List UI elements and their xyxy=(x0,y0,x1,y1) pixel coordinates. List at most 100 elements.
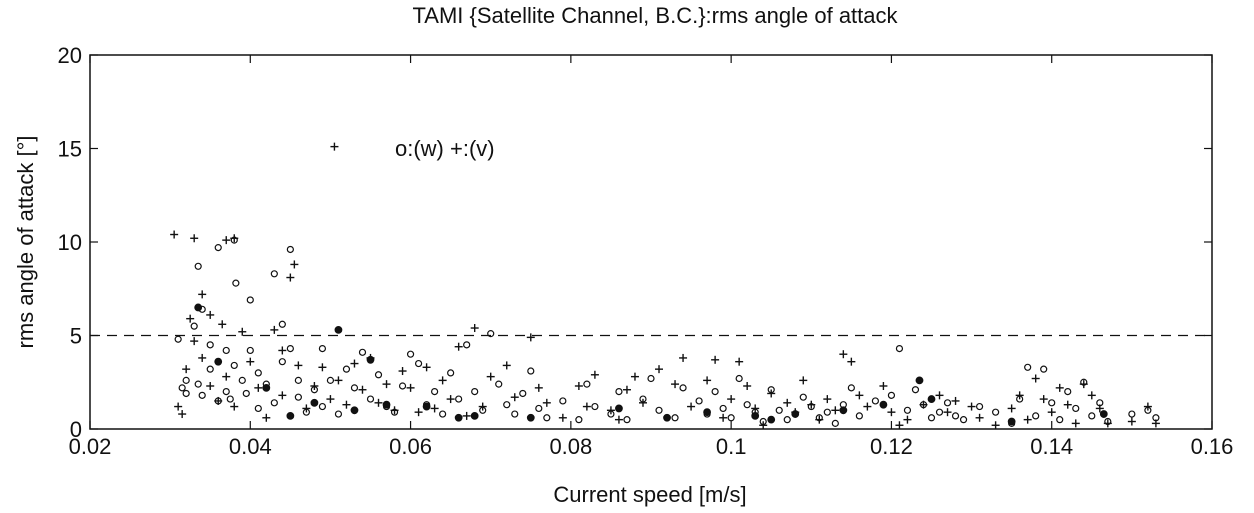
axis-ticks xyxy=(89,54,1213,430)
point-w xyxy=(1032,412,1040,420)
point-w xyxy=(406,350,415,358)
point-v xyxy=(743,381,752,390)
point-w xyxy=(519,389,527,398)
point-v xyxy=(486,372,495,381)
point-w xyxy=(206,365,214,373)
point-w-filled xyxy=(927,395,936,403)
point-w xyxy=(278,358,286,366)
point-v xyxy=(510,393,519,402)
point-w xyxy=(206,341,214,349)
point-v xyxy=(438,376,447,385)
point-v xyxy=(815,415,824,424)
point-v xyxy=(759,421,768,430)
point-v xyxy=(791,408,800,417)
point-v xyxy=(719,413,728,422)
point-w xyxy=(935,408,944,416)
point-w-filled xyxy=(703,408,711,417)
point-v xyxy=(671,380,680,389)
point-v xyxy=(462,411,471,420)
point-v xyxy=(290,260,299,269)
point-w-filled xyxy=(526,413,535,422)
x-tick-label: 0.1 xyxy=(716,434,747,459)
point-w-filled xyxy=(422,402,431,411)
point-w xyxy=(671,414,679,422)
point-v xyxy=(951,396,960,405)
point-w xyxy=(1128,410,1136,418)
x-tick-label: 0.14 xyxy=(1030,434,1073,459)
point-v xyxy=(326,395,335,404)
point-v xyxy=(1063,400,1072,409)
point-v xyxy=(1055,383,1064,392)
point-v xyxy=(1079,380,1088,389)
point-w xyxy=(270,270,278,278)
point-w xyxy=(439,410,447,418)
point-v xyxy=(655,365,664,374)
point-v xyxy=(1039,395,1048,404)
x-tick-label: 0.08 xyxy=(549,434,592,459)
point-v xyxy=(582,402,591,411)
point-w xyxy=(198,391,206,399)
point-v xyxy=(919,400,928,409)
point-v xyxy=(270,325,279,334)
point-w xyxy=(254,404,262,413)
point-v xyxy=(1047,408,1056,417)
point-w-filled xyxy=(310,398,319,407)
point-w xyxy=(831,419,839,427)
point-v xyxy=(502,361,511,370)
point-v xyxy=(342,400,351,409)
point-v xyxy=(178,410,187,419)
point-v xyxy=(1023,415,1032,424)
point-w xyxy=(182,376,190,384)
point-w-filled xyxy=(382,400,391,409)
point-w-filled xyxy=(334,325,343,334)
point-w xyxy=(575,416,583,424)
point-v xyxy=(1127,417,1136,426)
point-w xyxy=(182,389,190,398)
point-v xyxy=(302,404,311,413)
point-v xyxy=(1007,404,1016,413)
point-v xyxy=(218,320,227,329)
point-v xyxy=(206,381,215,390)
point-w xyxy=(959,416,968,424)
point-w xyxy=(278,320,286,328)
point-w xyxy=(286,344,294,353)
point-w-filled xyxy=(879,400,888,409)
point-w xyxy=(823,408,831,416)
point-v xyxy=(606,406,615,415)
point-v xyxy=(1103,419,1112,428)
point-v xyxy=(1151,419,1160,428)
point-w xyxy=(511,410,519,418)
point-w-filled xyxy=(286,412,295,420)
legend-text: o:(w) +:(v) xyxy=(395,136,495,161)
point-v xyxy=(574,381,583,390)
point-w xyxy=(222,388,230,396)
point-w xyxy=(246,346,254,355)
point-w xyxy=(254,369,262,377)
point-w xyxy=(286,245,294,254)
point-w xyxy=(342,365,351,373)
point-v xyxy=(687,402,696,411)
point-v xyxy=(751,404,760,413)
point-v xyxy=(967,402,976,411)
point-w xyxy=(230,361,238,370)
point-w xyxy=(943,399,952,407)
point-v xyxy=(398,367,407,376)
point-w-filled xyxy=(470,412,479,420)
point-v xyxy=(807,400,816,409)
point-v xyxy=(558,413,567,422)
point-w xyxy=(318,344,327,353)
point-w xyxy=(647,374,655,383)
point-v xyxy=(470,324,479,333)
point-w xyxy=(190,322,198,330)
point-w xyxy=(847,384,855,392)
point-v xyxy=(358,385,367,394)
point-w xyxy=(1056,416,1064,424)
point-w xyxy=(178,384,186,392)
point-w xyxy=(495,380,503,388)
point-v xyxy=(286,273,295,282)
point-w xyxy=(214,244,222,252)
point-w xyxy=(679,384,687,392)
point-v xyxy=(390,406,399,415)
point-v xyxy=(430,404,439,413)
point-v xyxy=(614,415,623,424)
